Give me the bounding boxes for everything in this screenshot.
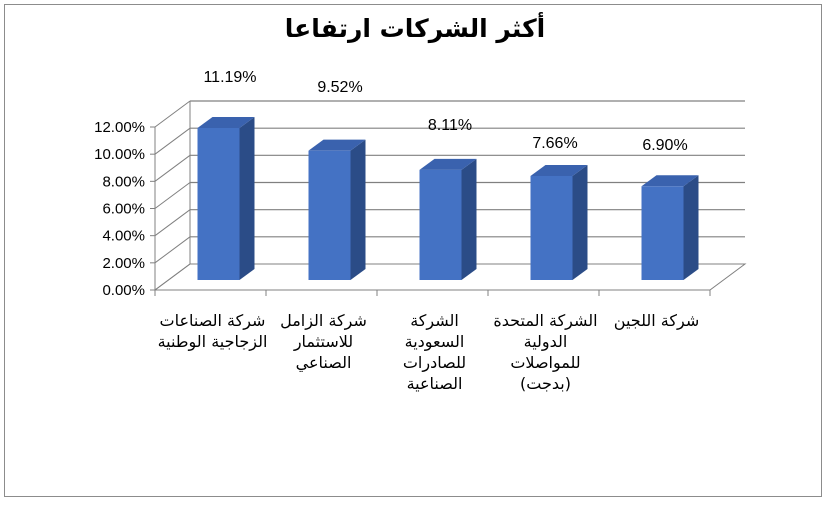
gridline-side [154, 182, 191, 209]
bar-top [641, 175, 699, 187]
data-label: 7.66% [532, 135, 577, 152]
bar-side [239, 117, 255, 280]
category-label: الشركة السعودية للصادرات الصناعية [402, 311, 467, 393]
y-tick-label: 0.00% [102, 282, 145, 299]
y-tick-label: 4.00% [102, 228, 145, 245]
category-label: شركة الزامل للاستثمار الصناعي [280, 311, 367, 372]
gridline-side [154, 236, 191, 264]
y-tick-label: 10.00% [94, 146, 145, 163]
bar [308, 150, 351, 280]
bar-top [197, 117, 255, 129]
y-tick-label: 8.00% [102, 173, 145, 190]
bar-top [419, 158, 477, 170]
y-tick-label: 12.00% [94, 119, 145, 136]
bar-side [572, 164, 588, 280]
bar-top [530, 164, 588, 176]
category-label: شركة الصناعات الزجاجية الوطنية [157, 311, 268, 351]
gridline-side [154, 209, 191, 237]
gridline-side [154, 100, 191, 128]
data-label: 6.90% [642, 137, 687, 154]
y-tick-label: 6.00% [102, 201, 145, 218]
gridline-side [154, 154, 191, 182]
data-label: 8.11% [428, 117, 472, 134]
bar [197, 128, 240, 280]
bar [641, 186, 684, 280]
bar-side [350, 139, 366, 280]
bar [419, 169, 462, 280]
bar-top [308, 139, 366, 151]
y-tick-label: 2.00% [102, 255, 145, 272]
chart-title: أكثر الشركات ارتفاعا [284, 14, 546, 43]
gridline-side [154, 127, 191, 155]
category-label: شركة اللجين [613, 311, 700, 330]
data-label: 11.19% [203, 69, 256, 86]
bar-side [683, 175, 699, 280]
category-label: الشركة المتحدة الدولية للمواصلات (بدجت) [493, 311, 598, 393]
data-label: 9.52% [317, 79, 362, 96]
bar [530, 175, 573, 280]
chart-floor [153, 263, 747, 291]
bar-side [461, 158, 477, 280]
